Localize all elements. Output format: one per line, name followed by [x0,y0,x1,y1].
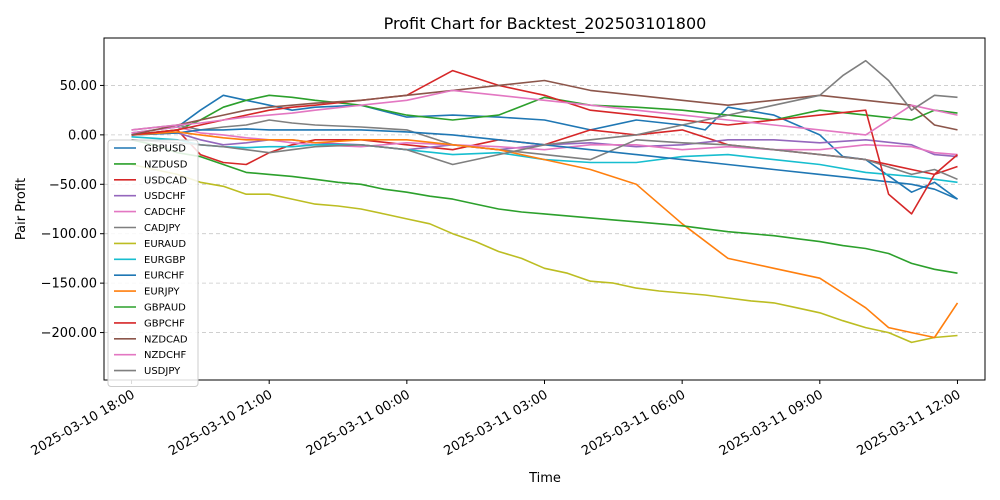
legend-entry: NZDUSD [144,159,188,170]
y-tick-label: 0.00 [68,128,97,143]
y-tick-label: −200.00 [41,326,97,341]
series-line-eurjpy [131,131,959,339]
legend-entry: EURCHF [144,271,185,282]
legend-entry: EURGBP [144,255,185,266]
legend-entry: USDJPY [144,366,181,377]
series-line-euraud [131,163,958,344]
legend-entry: EURAUD [144,239,186,250]
y-axis-label: Pair Profit [14,178,29,240]
y-tick-label: −50.00 [49,178,97,193]
legend-entry: USDCHF [144,191,186,202]
series-line-nzdcad [131,79,958,136]
legend-entry: CADCHF [144,207,186,218]
legend: GBPUSD NZDUSD USDCAD USDCHF CADCHF CADJPY EURA… [107,139,199,387]
legend-entry: USDCAD [144,175,187,186]
x-tick-label: 2025-03-11 00:00 [304,387,413,459]
x-tick-label: 2025-03-11 06:00 [579,387,688,459]
legend-entry: NZDCAD [144,334,188,345]
legend-entry: CADJPY [144,223,181,234]
legend-entry: GBPCHF [144,318,185,329]
x-axis-label: Time [528,471,561,486]
plot-frame [103,37,986,381]
legend-entry: GBPAUD [144,303,186,314]
series-line-gbpchf [131,69,959,215]
legend-entry: NZDCHF [144,350,187,361]
series-line-usdcad [131,129,958,176]
series-line-cadchf [131,126,958,156]
series-line-nzdusd [131,94,958,136]
series-line-usdjpy [131,59,958,166]
legend-entry: EURJPY [144,287,180,298]
series-line-gbpaud [131,139,958,274]
chart-title: Profit Chart for Backtest_202503101800 [384,14,707,34]
grid-lines [104,85,985,333]
y-tick-label: −100.00 [41,227,97,242]
x-tick-label: 2025-03-11 09:00 [717,387,826,459]
y-tick-label: 50.00 [60,79,97,94]
x-tick-label: 2025-03-10 21:00 [166,387,275,459]
legend-box [107,139,199,387]
y-axis: 50.00 0.00 −50.00 −100.00 −150.00 −200.00 [41,79,104,341]
x-tick-label: 2025-03-11 12:00 [855,387,964,459]
series-line-nzdchf [131,89,958,136]
legend-entry: GBPUSD [144,144,186,155]
series-layer [131,59,959,344]
series-line-eurchf [131,128,958,200]
series-line-eurgbp [131,136,958,184]
x-tick-label: 2025-03-11 03:00 [442,387,551,459]
x-tick-label: 2025-03-10 18:00 [29,387,138,459]
x-axis: 2025-03-10 18:00 2025-03-10 21:00 2025-03-… [29,380,964,459]
y-tick-label: −150.00 [41,277,97,292]
